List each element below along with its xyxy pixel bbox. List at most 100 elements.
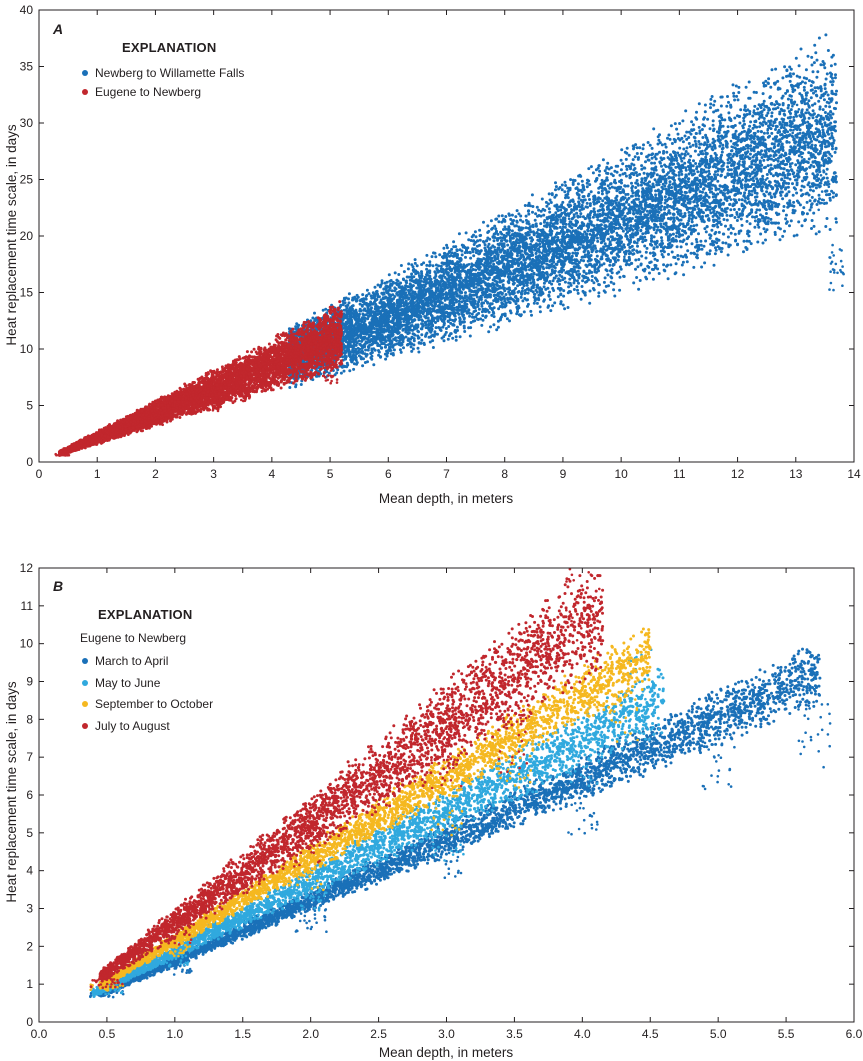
scatter-point bbox=[501, 305, 504, 309]
scatter-point bbox=[733, 216, 737, 219]
scatter-point bbox=[818, 197, 821, 201]
scatter-point bbox=[572, 288, 576, 291]
scatter-point bbox=[532, 301, 536, 305]
scatter-point bbox=[505, 317, 509, 321]
scatter-point bbox=[770, 142, 774, 146]
scatter-point bbox=[823, 87, 827, 91]
scatter-point bbox=[718, 144, 722, 148]
scatter-point bbox=[692, 265, 696, 269]
scatter-point bbox=[659, 230, 663, 234]
scatter-point bbox=[636, 157, 640, 161]
scatter-point bbox=[369, 356, 373, 360]
scatter-point bbox=[830, 132, 834, 135]
scatter-point bbox=[797, 220, 801, 224]
scatter-point bbox=[504, 215, 508, 218]
scatter-point bbox=[463, 330, 467, 333]
scatter-point bbox=[738, 121, 742, 125]
scatter-point bbox=[570, 208, 574, 212]
scatter-point bbox=[720, 160, 724, 164]
scatter-point bbox=[494, 217, 498, 221]
scatter-point bbox=[554, 193, 558, 197]
scatter-point bbox=[457, 299, 461, 303]
scatter-point bbox=[644, 250, 648, 254]
scatter-point bbox=[508, 319, 511, 323]
scatter-point bbox=[422, 280, 426, 284]
scatter-point bbox=[792, 200, 796, 204]
scatter-point bbox=[781, 197, 785, 201]
scatter-point bbox=[491, 235, 495, 239]
scatter-point bbox=[410, 272, 414, 276]
scatter-point bbox=[540, 197, 544, 201]
scatter-point bbox=[576, 288, 579, 292]
scatter-point bbox=[621, 195, 625, 199]
scatter-point bbox=[824, 104, 828, 108]
scatter-point bbox=[408, 282, 412, 286]
scatter-point bbox=[640, 177, 644, 181]
scatter-point bbox=[606, 161, 610, 165]
scatter-point bbox=[670, 186, 674, 189]
scatter-point bbox=[641, 240, 645, 244]
scatter-point bbox=[359, 309, 363, 313]
scatter-point bbox=[697, 140, 701, 143]
scatter-point bbox=[797, 154, 801, 158]
scatter-point bbox=[362, 313, 366, 317]
scatter-point bbox=[762, 120, 765, 124]
scatter-point bbox=[805, 212, 809, 216]
scatter-point bbox=[376, 283, 380, 287]
scatter-point bbox=[449, 321, 453, 325]
scatter-point bbox=[453, 270, 457, 274]
scatter-point bbox=[715, 199, 719, 203]
scatter-point bbox=[769, 85, 773, 89]
scatter-point bbox=[372, 363, 376, 367]
scatter-point bbox=[788, 224, 791, 228]
scatter-point bbox=[698, 178, 702, 182]
scatter-point bbox=[618, 275, 622, 279]
scatter-point bbox=[801, 193, 805, 196]
scatter-point bbox=[747, 80, 751, 84]
scatter-point bbox=[413, 258, 417, 262]
scatter-point bbox=[709, 154, 713, 158]
scatter-point bbox=[816, 70, 820, 74]
scatter-point bbox=[795, 114, 798, 118]
scatter-point bbox=[770, 111, 774, 115]
scatter-point bbox=[769, 163, 773, 167]
scatter-point bbox=[740, 198, 744, 202]
scatter-point bbox=[635, 241, 639, 245]
scatter-point bbox=[762, 227, 766, 231]
scatter-point bbox=[390, 289, 394, 293]
scatter-point bbox=[678, 146, 682, 150]
scatter-point bbox=[668, 163, 672, 167]
scatter-point bbox=[811, 160, 815, 164]
scatter-point bbox=[717, 216, 721, 220]
scatter-point bbox=[786, 89, 789, 93]
scatter-point bbox=[764, 122, 768, 126]
scatter-point bbox=[817, 140, 821, 144]
scatter-point bbox=[813, 102, 817, 106]
scatter-point bbox=[554, 188, 557, 192]
scatter-point bbox=[672, 219, 676, 223]
scatter-point bbox=[613, 294, 617, 298]
scatter-point bbox=[749, 136, 753, 140]
scatter-point bbox=[789, 219, 793, 223]
scatter-point bbox=[708, 252, 711, 256]
scatter-point bbox=[719, 223, 723, 226]
scatter-point bbox=[786, 185, 790, 189]
scatter-point bbox=[720, 134, 724, 138]
scatter-point bbox=[680, 152, 684, 156]
scatter-point bbox=[547, 304, 551, 308]
scatter-point bbox=[593, 244, 597, 248]
scatter-point bbox=[417, 350, 421, 354]
scatter-point bbox=[767, 77, 771, 81]
scatter-point bbox=[468, 314, 472, 318]
scatter-point bbox=[810, 139, 813, 143]
scatter-point bbox=[810, 219, 814, 222]
scatter-point bbox=[455, 256, 459, 260]
scatter-point bbox=[410, 349, 414, 353]
scatter-point bbox=[650, 234, 653, 238]
scatter-point bbox=[819, 63, 823, 67]
scatter-point bbox=[583, 198, 587, 202]
scatter-point bbox=[834, 147, 838, 151]
scatter-point bbox=[683, 134, 687, 138]
scatter-point bbox=[749, 144, 753, 148]
